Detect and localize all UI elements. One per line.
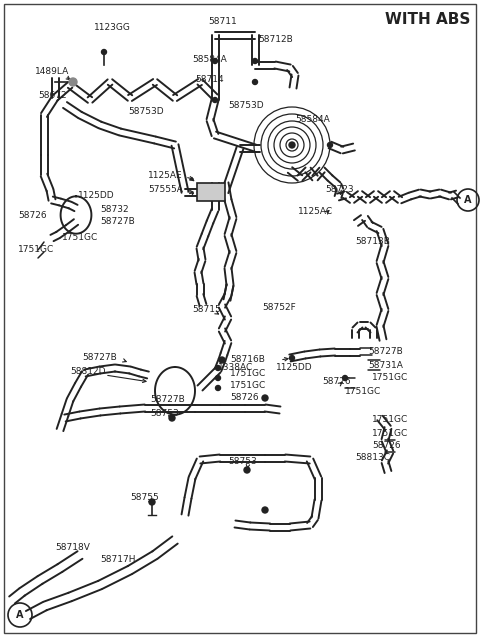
Text: 58584A: 58584A xyxy=(295,115,330,124)
Text: 58732: 58732 xyxy=(100,206,129,215)
Circle shape xyxy=(169,415,175,421)
Text: 58726: 58726 xyxy=(372,441,401,450)
Circle shape xyxy=(262,395,268,401)
Circle shape xyxy=(149,499,155,505)
Text: 1125DD: 1125DD xyxy=(78,190,115,199)
Circle shape xyxy=(262,507,268,513)
Text: 1751GC: 1751GC xyxy=(372,373,408,382)
Text: 58753D: 58753D xyxy=(128,108,164,117)
Text: 1751GC: 1751GC xyxy=(18,245,54,255)
Text: 58714: 58714 xyxy=(195,76,224,85)
Text: 58717H: 58717H xyxy=(100,555,135,564)
Text: 58726: 58726 xyxy=(230,392,259,401)
Text: 58672: 58672 xyxy=(38,90,67,99)
Text: 1751GC: 1751GC xyxy=(230,380,266,389)
Text: A: A xyxy=(464,195,472,205)
Circle shape xyxy=(289,142,295,148)
Text: 58812D: 58812D xyxy=(70,368,106,376)
Text: 58713B: 58713B xyxy=(355,238,390,247)
Text: 58723: 58723 xyxy=(325,185,354,194)
Circle shape xyxy=(252,59,257,64)
Text: A: A xyxy=(16,610,24,620)
Text: 58716B: 58716B xyxy=(230,355,265,364)
Text: 58753: 58753 xyxy=(150,408,179,417)
Text: 58727B: 58727B xyxy=(368,348,403,357)
Text: 58753: 58753 xyxy=(228,457,257,466)
Text: 58718V: 58718V xyxy=(55,543,90,552)
Circle shape xyxy=(213,59,217,64)
Text: 1751GC: 1751GC xyxy=(345,387,381,396)
Circle shape xyxy=(216,375,220,380)
Text: 58753D: 58753D xyxy=(228,101,264,110)
Circle shape xyxy=(327,143,333,148)
Text: 58726: 58726 xyxy=(18,210,47,220)
Text: 58755: 58755 xyxy=(130,494,159,503)
Text: 58731A: 58731A xyxy=(368,361,403,369)
FancyBboxPatch shape xyxy=(197,183,225,201)
Circle shape xyxy=(343,375,348,380)
Text: 58711: 58711 xyxy=(208,17,237,27)
Text: 1123GG: 1123GG xyxy=(94,24,131,32)
Text: 58727B: 58727B xyxy=(100,217,135,227)
Circle shape xyxy=(252,80,257,85)
Text: 58727B: 58727B xyxy=(150,396,185,404)
Text: 1338AC: 1338AC xyxy=(218,364,253,373)
Text: 58584A: 58584A xyxy=(192,55,227,64)
Text: WITH ABS: WITH ABS xyxy=(385,13,470,27)
Text: 1489LA: 1489LA xyxy=(35,68,69,76)
Circle shape xyxy=(219,357,225,363)
Circle shape xyxy=(213,97,217,103)
Circle shape xyxy=(216,366,220,371)
Text: 58712B: 58712B xyxy=(258,36,293,45)
Circle shape xyxy=(289,355,295,361)
Text: 58813C: 58813C xyxy=(355,454,390,462)
Text: 1751GC: 1751GC xyxy=(372,415,408,424)
Circle shape xyxy=(101,50,107,55)
Text: 58727B: 58727B xyxy=(82,354,117,362)
Text: 58752F: 58752F xyxy=(262,303,296,313)
Text: 57555A: 57555A xyxy=(148,185,183,194)
Text: 1751GC: 1751GC xyxy=(230,368,266,378)
Circle shape xyxy=(244,467,250,473)
Circle shape xyxy=(69,78,77,86)
Text: 58715: 58715 xyxy=(192,306,221,315)
Text: 1751GC: 1751GC xyxy=(62,233,98,241)
Text: 1125DD: 1125DD xyxy=(276,364,312,373)
Text: 1125AE: 1125AE xyxy=(148,171,182,180)
Text: 1751GC: 1751GC xyxy=(372,429,408,438)
Text: 58726: 58726 xyxy=(322,378,350,387)
Circle shape xyxy=(216,385,220,390)
Text: 1125AC: 1125AC xyxy=(298,208,333,217)
